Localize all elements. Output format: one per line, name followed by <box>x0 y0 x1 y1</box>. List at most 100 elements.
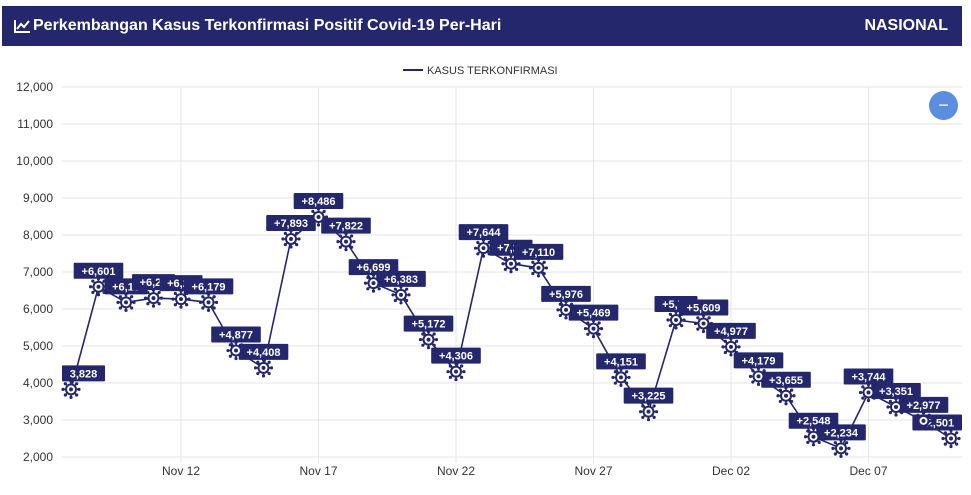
minus-icon: − <box>938 95 949 115</box>
virus-marker-icon[interactable] <box>803 427 824 447</box>
data-label: +7,644 <box>467 227 502 239</box>
data-label: +3,351 <box>879 386 913 398</box>
data-label-box <box>376 270 426 287</box>
data-label: +3,744 <box>852 371 887 383</box>
data-label-box <box>733 352 784 369</box>
virus-marker-icon[interactable] <box>88 277 109 297</box>
y-tick-label: 12,000 <box>16 80 53 94</box>
data-label-box <box>843 368 894 385</box>
data-label: +5,469 <box>577 308 611 320</box>
virus-marker-icon[interactable] <box>198 292 219 312</box>
data-label-box <box>211 326 261 343</box>
virus-marker-icon[interactable] <box>281 229 301 249</box>
y-tick-label: 8,000 <box>23 228 53 242</box>
virus-marker-icon[interactable] <box>886 397 906 417</box>
data-label: 3,828 <box>70 368 98 380</box>
data-label: +8,486 <box>302 196 336 208</box>
legend-label: KASUS TERKONFIRMASI <box>427 65 558 77</box>
data-label-box <box>321 217 371 234</box>
data-label-box <box>898 396 949 413</box>
data-label: +7,110 <box>522 247 555 259</box>
virus-marker-icon[interactable] <box>721 337 741 357</box>
x-tick-label: Nov 17 <box>299 464 337 478</box>
virus-marker-icon[interactable] <box>611 367 631 388</box>
zoom-out-button[interactable]: − <box>929 91 958 120</box>
x-tick-label: Dec 02 <box>712 464 750 478</box>
data-label-box <box>761 371 811 388</box>
data-label-box <box>568 304 619 321</box>
y-tick-label: 9,000 <box>23 191 53 205</box>
virus-marker-icon[interactable] <box>858 382 879 403</box>
virus-marker-icon[interactable] <box>941 428 961 449</box>
data-label-box <box>623 387 674 404</box>
virus-marker-icon[interactable] <box>913 411 934 431</box>
data-label-box <box>431 347 481 364</box>
y-tick-label: 6,000 <box>23 302 53 316</box>
virus-marker-icon[interactable] <box>638 402 659 422</box>
virus-marker-icon[interactable] <box>308 207 329 227</box>
data-label-box <box>596 353 646 370</box>
data-label: +3,655 <box>769 375 803 387</box>
data-label-box <box>706 322 756 339</box>
virus-marker-icon[interactable] <box>583 319 604 339</box>
y-tick-label: 7,000 <box>23 265 53 279</box>
data-label: +5,609 <box>687 302 721 314</box>
data-label: +7,822 <box>329 221 363 233</box>
data-label-box <box>183 278 234 295</box>
line-chart-icon <box>14 20 30 33</box>
y-tick-label: 10,000 <box>16 154 53 168</box>
virus-marker-icon[interactable] <box>116 292 136 312</box>
virus-marker-icon[interactable] <box>61 379 81 399</box>
y-tick-label: 5,000 <box>23 339 53 353</box>
data-label: +7,893 <box>274 218 308 230</box>
virus-marker-icon[interactable] <box>226 340 246 361</box>
x-tick-label: Dec 07 <box>849 464 887 478</box>
virus-marker-icon[interactable] <box>528 258 549 278</box>
x-tick-label: Nov 22 <box>437 464 475 478</box>
data-label: +5,976 <box>549 289 583 301</box>
data-label-box <box>871 383 921 400</box>
data-label: +4,977 <box>714 326 748 338</box>
virus-marker-icon[interactable] <box>831 438 851 458</box>
virus-marker-icon[interactable] <box>748 366 769 386</box>
virus-marker-icon[interactable] <box>336 231 356 252</box>
virus-marker-icon[interactable] <box>391 285 411 305</box>
data-label: +6,179 <box>192 281 226 293</box>
y-tick-label: 4,000 <box>23 376 53 390</box>
data-label: +4,179 <box>742 355 776 367</box>
virus-marker-icon[interactable] <box>501 254 521 274</box>
virus-marker-icon[interactable] <box>556 300 576 320</box>
virus-marker-icon[interactable] <box>253 358 274 378</box>
data-label-box <box>513 243 564 260</box>
virus-marker-icon[interactable] <box>171 289 191 309</box>
virus-marker-icon[interactable] <box>776 386 796 406</box>
virus-marker-icon[interactable] <box>363 273 384 293</box>
chart-title: Perkembangan Kasus Terkonfirmasi Positif… <box>33 17 502 34</box>
data-label: +6,601 <box>82 266 116 278</box>
data-label-box <box>73 262 124 279</box>
data-label: +4,408 <box>247 347 281 359</box>
data-label-box <box>816 424 866 441</box>
data-label-box <box>62 365 105 382</box>
virus-marker-icon[interactable] <box>418 330 439 350</box>
data-label: +6,383 <box>384 274 418 286</box>
data-label: +4,877 <box>219 330 253 342</box>
y-tick-label: 3,000 <box>23 413 53 427</box>
data-label: +3,225 <box>632 391 666 403</box>
data-label-box <box>266 214 316 231</box>
y-tick-label: 11,000 <box>17 117 53 131</box>
data-label: +2,977 <box>907 400 941 412</box>
chart-area: 2,000 3,000 4,000 5,000 6,000 7,000 8,000 9,000… <box>0 50 971 495</box>
x-tick-label: Nov 27 <box>574 464 612 478</box>
header-title-wrap: Perkembangan Kasus Terkonfirmasi Positif… <box>14 6 501 46</box>
data-label: +4,151 <box>604 356 638 368</box>
line-chart: 2,000 3,000 4,000 5,000 6,000 7,000 8,000 9,000… <box>16 65 962 478</box>
scope-label: NASIONAL <box>864 17 948 34</box>
data-label-box <box>293 193 344 210</box>
virus-marker-icon[interactable] <box>666 310 686 330</box>
data-label-box <box>403 315 454 332</box>
virus-marker-icon[interactable] <box>143 288 164 308</box>
virus-marker-icon[interactable] <box>693 313 714 334</box>
virus-marker-icon[interactable] <box>446 362 466 382</box>
virus-marker-icon[interactable] <box>473 238 494 258</box>
